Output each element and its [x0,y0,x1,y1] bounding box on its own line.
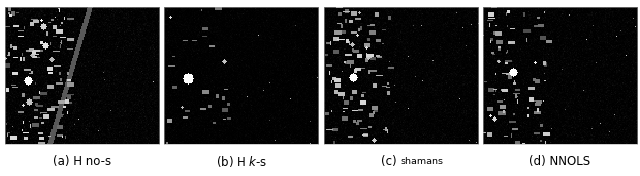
Text: (d) NNOLS: (d) NNOLS [529,155,590,168]
Text: (b) H $k$-s: (b) H $k$-s [216,154,267,169]
Text: shamans: shamans [401,157,444,166]
Text: (c): (c) [381,155,401,168]
Text: (a) H no-s: (a) H no-s [53,155,111,168]
